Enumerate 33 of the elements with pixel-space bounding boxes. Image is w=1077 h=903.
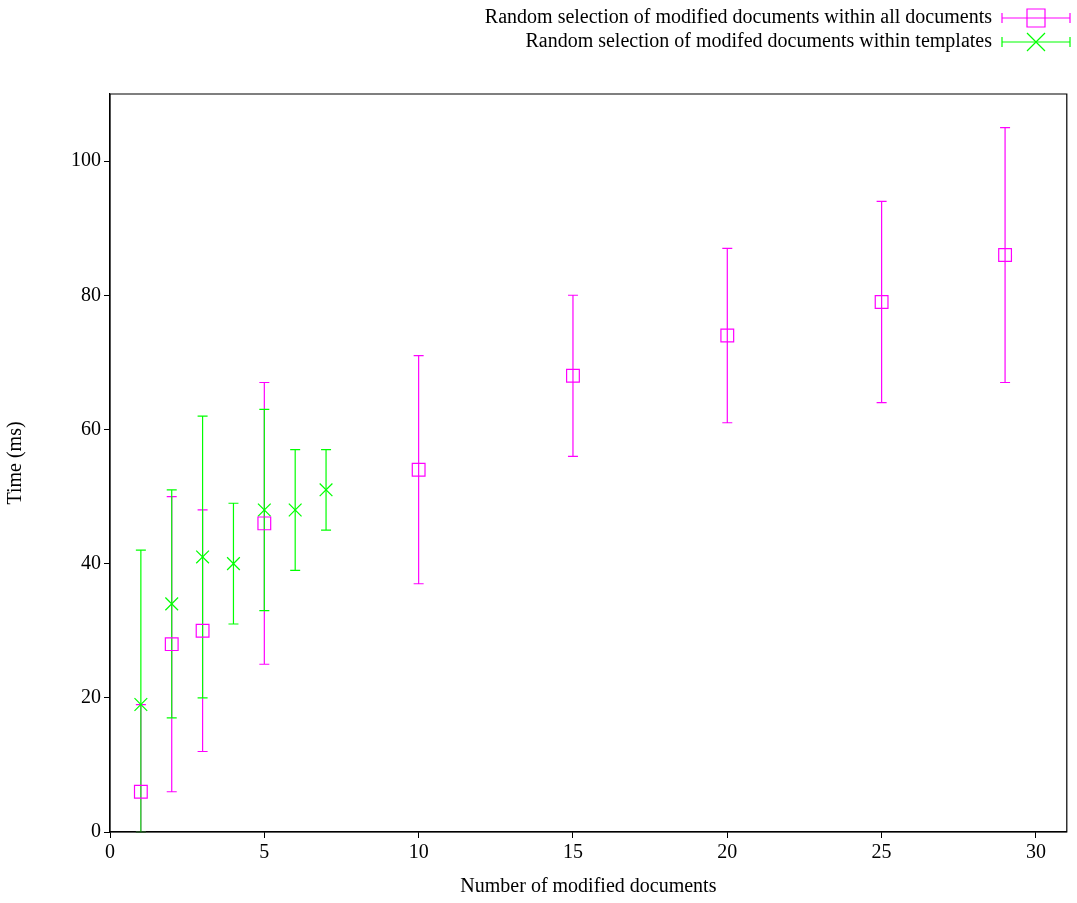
y-tick-label: 20: [81, 685, 101, 708]
point: [226, 556, 241, 571]
x-tick-label: 30: [1025, 840, 1046, 863]
x-axis-title: Number of modified documents: [460, 874, 717, 897]
y-axis-title: Time (ms): [3, 421, 27, 505]
point: [133, 784, 148, 799]
x-tick-label: 20: [717, 840, 738, 863]
point: [195, 623, 210, 638]
point: [288, 503, 303, 517]
x-tick-label: 10: [408, 840, 429, 863]
point: [257, 516, 272, 531]
legend-label: Random selection of modified documents within all documents: [484, 5, 993, 28]
x-tick-label: 25: [871, 840, 892, 863]
y-tick-label: 40: [81, 550, 101, 573]
x-tick-label: 15: [562, 840, 583, 863]
y-tick-label: 80: [81, 282, 101, 305]
y-tick-label: 60: [81, 416, 101, 439]
point: [720, 328, 735, 343]
y-tick-label: 0: [91, 819, 101, 842]
point: [874, 295, 889, 309]
point: [998, 248, 1013, 262]
point: [257, 503, 272, 517]
legend-label: Random selection of modifed documents within templates: [525, 29, 993, 53]
y-tick-label: 100: [71, 148, 101, 171]
point: [133, 697, 148, 712]
point: [411, 462, 426, 477]
x-tick-label: 5: [259, 840, 270, 863]
point: [164, 637, 179, 652]
point: [566, 368, 580, 383]
x-tick-label: 0: [105, 840, 115, 863]
point: [195, 549, 210, 564]
point: [164, 596, 179, 611]
point: [319, 482, 334, 497]
